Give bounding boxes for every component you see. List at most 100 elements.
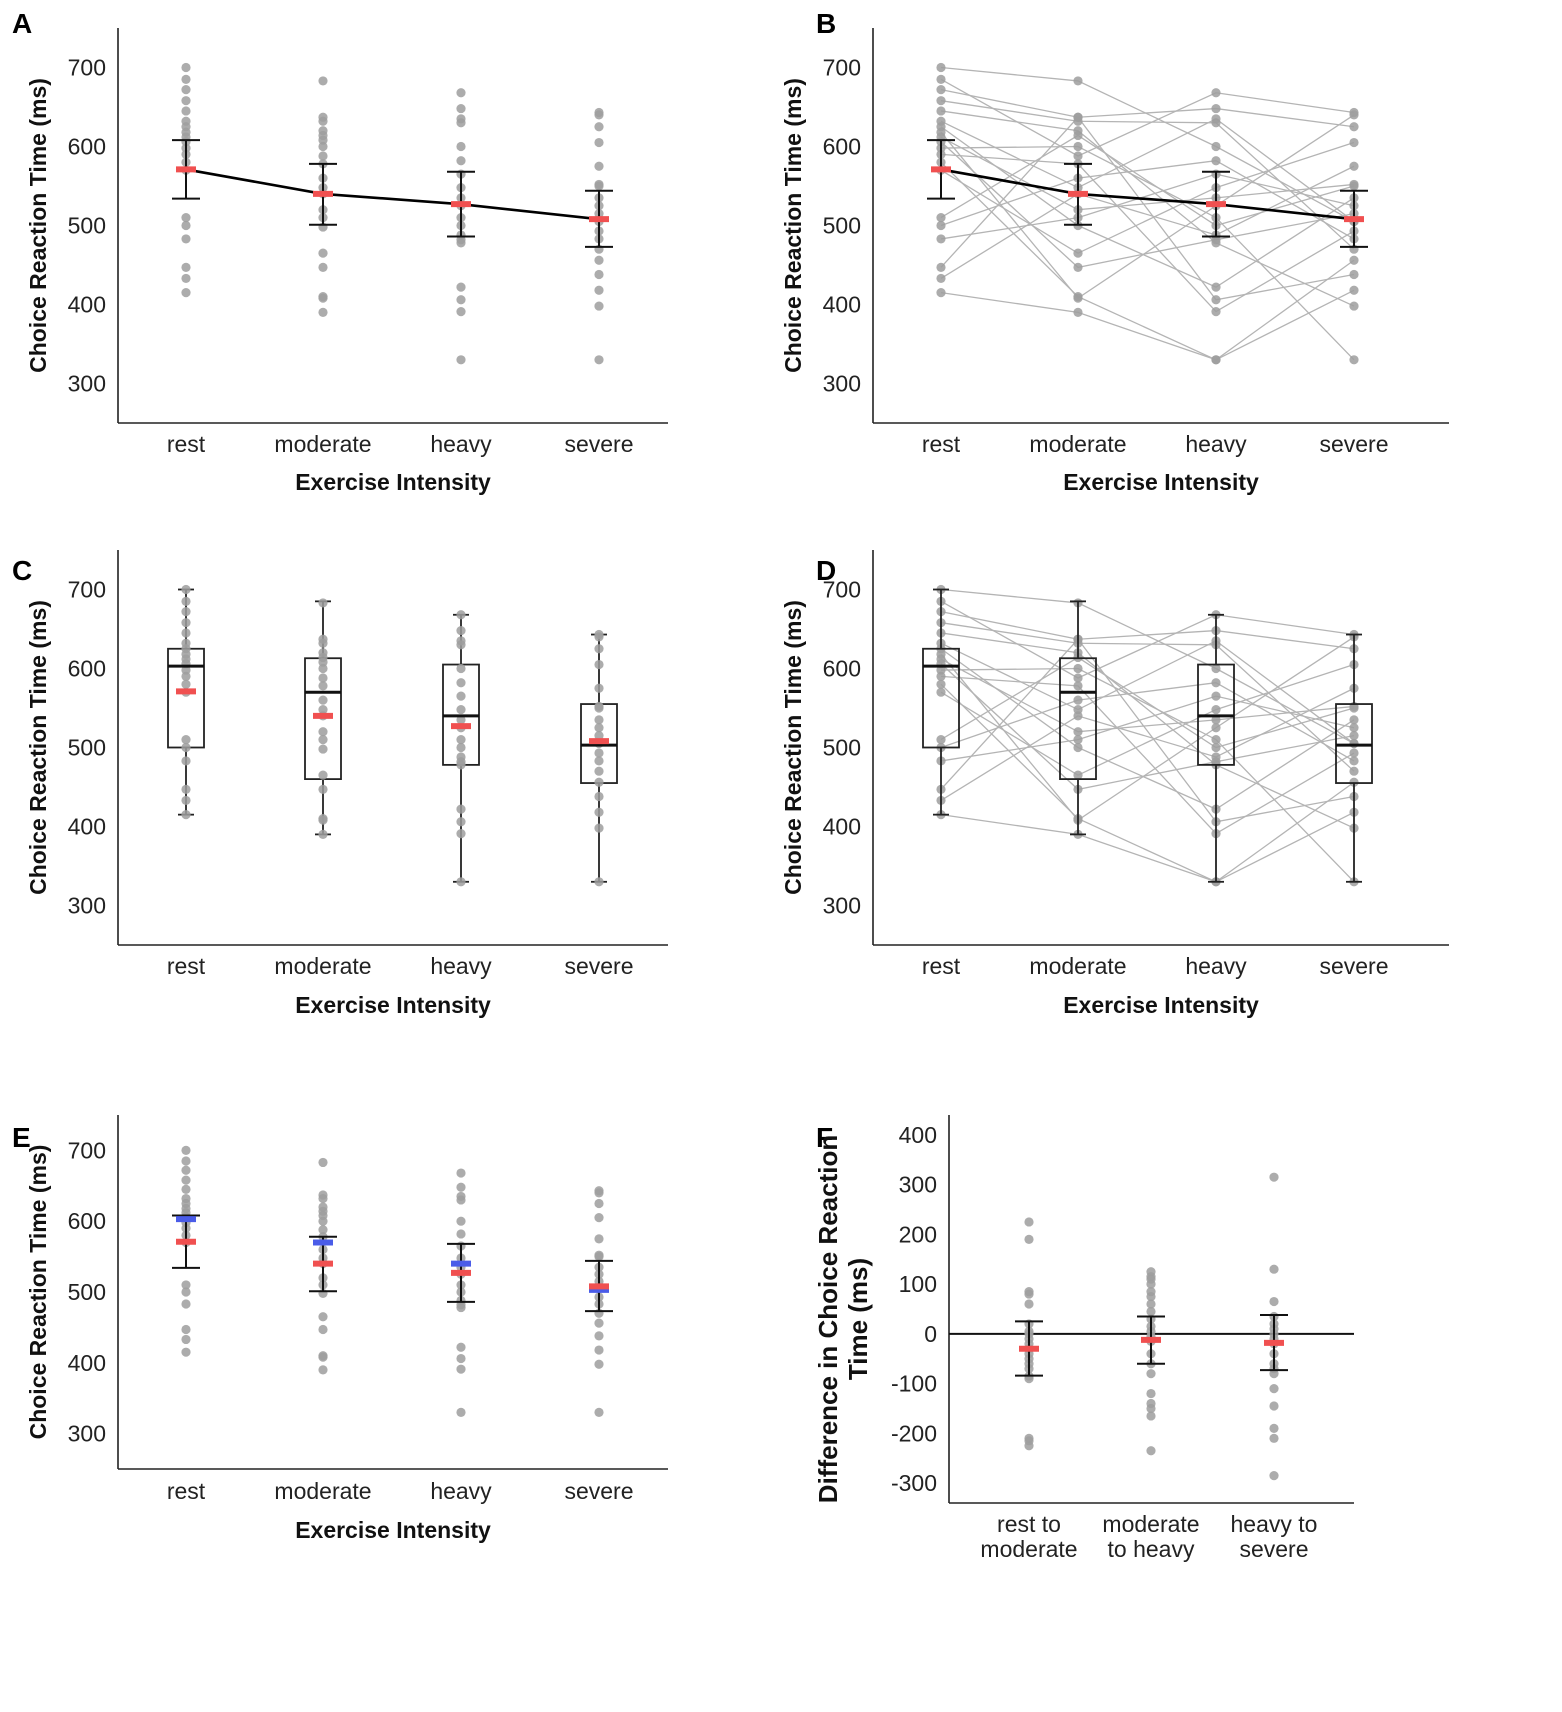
data-point <box>594 756 604 766</box>
data-point <box>1073 307 1083 317</box>
data-point <box>456 1195 466 1205</box>
x-tick-label: rest <box>922 953 961 979</box>
data-point <box>594 632 604 642</box>
y-axis-label: Choice Reaction Time (ms) <box>25 1145 51 1440</box>
data-point <box>594 877 604 887</box>
data-point <box>594 161 604 171</box>
y-tick-label: 500 <box>68 1279 106 1305</box>
data-point <box>1269 1369 1279 1379</box>
data-point <box>594 1198 604 1209</box>
data-point <box>1024 1234 1034 1244</box>
subject-line <box>940 165 1355 279</box>
data-point <box>1073 673 1083 683</box>
x-tick-label: heavy to <box>1231 1511 1318 1537</box>
data-point <box>456 103 466 114</box>
subject-line <box>940 675 1355 835</box>
data-point <box>456 1182 466 1192</box>
data-point <box>1269 1296 1279 1307</box>
subject-line <box>940 695 1355 762</box>
data-point <box>1146 1369 1156 1379</box>
data-point <box>594 715 604 725</box>
data-point <box>594 723 604 733</box>
data-point <box>456 141 466 152</box>
y-tick-label: 300 <box>68 1421 106 1447</box>
x-tick-label: moderate <box>274 431 371 457</box>
data-point <box>1073 735 1083 745</box>
data-point <box>594 1252 604 1262</box>
y-tick-label: -200 <box>891 1420 937 1446</box>
x-tick-label: heavy <box>430 431 492 457</box>
data-point <box>936 687 946 697</box>
data-point <box>936 220 946 231</box>
data-point <box>318 681 328 691</box>
data-point <box>181 74 191 84</box>
data-point <box>318 1312 328 1322</box>
data-point <box>1349 181 1359 191</box>
data-point <box>456 156 466 166</box>
subject-line <box>940 781 1355 883</box>
data-point <box>1146 1446 1156 1456</box>
subject-line <box>940 78 1355 157</box>
data-point <box>594 731 604 741</box>
data-point <box>318 673 328 683</box>
data-point <box>936 671 946 681</box>
data-point <box>594 110 604 120</box>
x-tick-label: rest to <box>997 1511 1061 1537</box>
data-point <box>318 1216 328 1226</box>
data-point <box>181 234 191 244</box>
data-point <box>1269 1433 1279 1443</box>
data-point <box>936 679 946 689</box>
chart-panel-b: 300 400 500 600 700 rest moderate heavy severe Ex… <box>781 28 1449 495</box>
y-tick-label: 600 <box>823 134 861 160</box>
data-point <box>594 137 604 148</box>
data-point <box>1211 88 1221 98</box>
mean-trend-line <box>940 168 1355 221</box>
x-tick-label: moderate <box>274 953 371 979</box>
subject-line <box>940 636 1355 822</box>
data-point <box>936 665 946 675</box>
y-tick-label: -300 <box>891 1470 937 1496</box>
y-tick-label: 600 <box>823 656 861 682</box>
y-tick-label: 400 <box>823 814 861 840</box>
data-point <box>181 795 191 806</box>
x-tick-label: severe <box>564 1478 633 1504</box>
data-point <box>1269 1383 1279 1394</box>
data-point <box>181 106 191 116</box>
data-point <box>1073 262 1083 272</box>
data-point <box>1146 1403 1156 1414</box>
data-point <box>594 1331 604 1341</box>
y-tick-label: 200 <box>899 1221 937 1247</box>
box-iqr <box>922 647 960 749</box>
data-point <box>181 288 191 298</box>
data-point <box>456 704 466 715</box>
subject-line <box>940 638 1355 823</box>
data-point <box>1073 681 1083 691</box>
data-point <box>1211 691 1221 701</box>
data-point <box>456 817 466 827</box>
y-tick-label: 300 <box>68 371 106 397</box>
data-point <box>181 62 191 73</box>
data-point <box>1349 161 1359 171</box>
data-point <box>936 234 946 244</box>
data-point <box>1073 711 1083 721</box>
data-point <box>594 659 604 670</box>
data-point <box>181 1347 191 1357</box>
data-point <box>1349 285 1359 295</box>
data-point <box>181 273 191 284</box>
data-point <box>1073 141 1083 152</box>
y-tick-label: 600 <box>68 1208 106 1234</box>
subject-line <box>940 588 1355 745</box>
data-point <box>318 1225 328 1235</box>
data-point <box>1073 248 1083 258</box>
data-point <box>594 181 604 191</box>
subject-line <box>940 116 1355 301</box>
x-tick-label: severe <box>1319 953 1388 979</box>
data-point <box>1073 112 1083 122</box>
x-tick-label: heavy <box>1185 953 1247 979</box>
data-point <box>456 307 466 317</box>
data-point <box>318 657 328 667</box>
y-tick-label: 700 <box>68 1137 106 1163</box>
data-point <box>1024 1441 1034 1451</box>
data-point <box>318 1365 328 1375</box>
x-axis-label: Exercise Intensity <box>1063 992 1259 1018</box>
